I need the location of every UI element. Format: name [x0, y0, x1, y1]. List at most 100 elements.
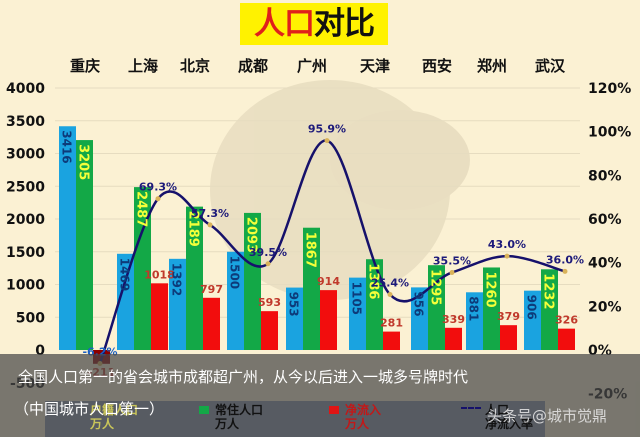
right-axis-tick: 20% — [588, 299, 622, 315]
right-axis-tick: 100% — [588, 125, 631, 141]
left-axis-tick: 1500 — [6, 245, 45, 261]
bar-resident[interactable] — [303, 227, 320, 350]
caption-line-2: （中国城市人口第一） — [14, 400, 165, 418]
bar-resident-label: 1295 — [428, 269, 443, 305]
rate-point[interactable] — [207, 222, 213, 228]
title-part-red: 人口 — [254, 6, 315, 42]
legend-resident: 常住人口 万人 — [199, 403, 264, 431]
bar-household-label: 1105 — [350, 282, 364, 315]
rate-label: 36.0% — [546, 253, 584, 266]
bar-resident-label: 1260 — [483, 271, 498, 307]
legend-rate: 人口 净流入率 — [461, 403, 534, 431]
watermark: 头条号@城市觉鼎 — [487, 407, 608, 425]
legend-resident-line2: 万人 — [215, 417, 240, 431]
city-label: 北京 — [179, 57, 210, 75]
legend-rate-line2: 净流入率 — [485, 417, 534, 431]
bar-resident-label: 2093 — [244, 217, 259, 253]
bar-resident-label: 3205 — [76, 144, 91, 180]
bar-net-inflow[interactable] — [320, 290, 337, 350]
bar-household[interactable] — [227, 251, 244, 350]
bar-resident-label: 2487 — [134, 191, 149, 227]
legend-resident-swatch — [199, 406, 209, 414]
left-axis-tick: 0 — [35, 343, 45, 359]
bar-household[interactable] — [349, 277, 366, 350]
bar-household[interactable] — [411, 287, 428, 350]
bar-household[interactable] — [169, 258, 186, 350]
right-axis-tick: 40% — [588, 256, 622, 272]
legend-household-line1: 户籍人口 — [90, 403, 139, 417]
bar-net-inflow-label: 326 — [555, 314, 578, 327]
city-label: 武汉 — [534, 57, 565, 75]
bar-net-inflow[interactable] — [558, 328, 575, 350]
bar-resident[interactable] — [186, 206, 203, 350]
title-highlight — [240, 3, 388, 45]
bar-net-inflow-label: 281 — [380, 317, 403, 330]
legend-net-inflow-line2: 万人 — [345, 417, 370, 431]
bar-net-inflow[interactable] — [151, 283, 168, 350]
data-labels: 34163205-2111469248710181392218979715002… — [60, 123, 585, 379]
legend-resident-line1: 常住人口 — [215, 403, 264, 417]
bar-household-label: 881 — [467, 296, 481, 321]
bar-resident-label: 1232 — [541, 273, 556, 309]
legend: 户籍人口 万人 常住人口 万人 净流入 万人 人口 净流入率 — [45, 401, 545, 437]
bar-household-label: 1469 — [118, 258, 132, 291]
rate-point[interactable] — [387, 292, 393, 298]
rate-label: 39.5% — [249, 246, 287, 259]
rate-label: 35.5% — [433, 254, 471, 267]
right-axis-tick: 80% — [588, 168, 622, 184]
bar-net-inflow-label: 339 — [442, 313, 465, 326]
title-part-black: 对比 — [314, 6, 375, 42]
bar-resident-label: 1867 — [303, 232, 318, 268]
bar-household-label: 953 — [287, 292, 301, 317]
city-label: 上海 — [127, 57, 158, 75]
bar-household-label: 3416 — [60, 130, 74, 163]
bar-household[interactable] — [466, 292, 483, 350]
bar-household[interactable] — [117, 253, 134, 350]
legend-household-line2: 万人 — [90, 417, 115, 431]
bar-household[interactable] — [59, 126, 76, 350]
bar-household-label: 1500 — [228, 256, 242, 289]
city-label: 广州 — [296, 57, 327, 75]
bar-resident-label: 1386 — [366, 263, 381, 299]
bar-resident[interactable] — [244, 212, 261, 350]
rate-point[interactable] — [155, 196, 161, 202]
bar-net-inflow-label: 1018 — [144, 268, 175, 281]
bar-resident[interactable] — [134, 187, 151, 350]
rate-point[interactable] — [265, 261, 271, 267]
bar-net-inflow[interactable] — [383, 331, 400, 350]
bar-resident[interactable] — [76, 140, 93, 350]
rate-label: 95.9% — [308, 123, 346, 136]
legend-net-inflow-line1: 净流入 — [345, 403, 382, 417]
rate-point[interactable] — [562, 268, 568, 274]
bar-net-inflow-label: 379 — [497, 310, 520, 323]
bar-resident[interactable] — [541, 269, 558, 350]
rate-point[interactable] — [449, 269, 455, 275]
left-axis-tick: 500 — [16, 310, 45, 326]
city-label: 郑州 — [476, 57, 507, 75]
bar-resident[interactable] — [366, 259, 383, 350]
chart-title: 人口对比 — [240, 3, 388, 45]
bar-net-inflow[interactable] — [203, 297, 220, 350]
city-label: 天津 — [359, 57, 390, 75]
left-axis: -50005001000150020002500300035004000 — [6, 81, 45, 392]
rate-label: 25.4% — [371, 277, 409, 290]
bar-household-label: 1392 — [170, 263, 184, 296]
legend-rate-line1: 人口 — [485, 403, 510, 417]
bar-net-inflow[interactable] — [445, 327, 462, 350]
left-axis-tick: 2000 — [6, 212, 45, 228]
bar-net-inflow[interactable] — [261, 311, 278, 350]
bar-household[interactable] — [524, 290, 541, 350]
bar-resident[interactable] — [483, 267, 500, 350]
rate-point[interactable] — [504, 253, 510, 259]
bar-net-inflow[interactable] — [500, 325, 517, 350]
bar-net-inflow-label: 914 — [317, 275, 340, 288]
bar-household-label: 956 — [412, 291, 426, 316]
bar-household[interactable] — [286, 287, 303, 350]
rate-point[interactable] — [324, 138, 330, 144]
legend-rate-line-icon — [461, 407, 481, 409]
caption-line-1: 全国人口第一的省会城市成都超广州，从今以后进入一城多号牌时代 — [18, 368, 469, 386]
rate-label: 43.0% — [488, 238, 526, 251]
rate-label: 69.3% — [139, 181, 177, 194]
left-axis-tick: 4000 — [6, 81, 45, 97]
